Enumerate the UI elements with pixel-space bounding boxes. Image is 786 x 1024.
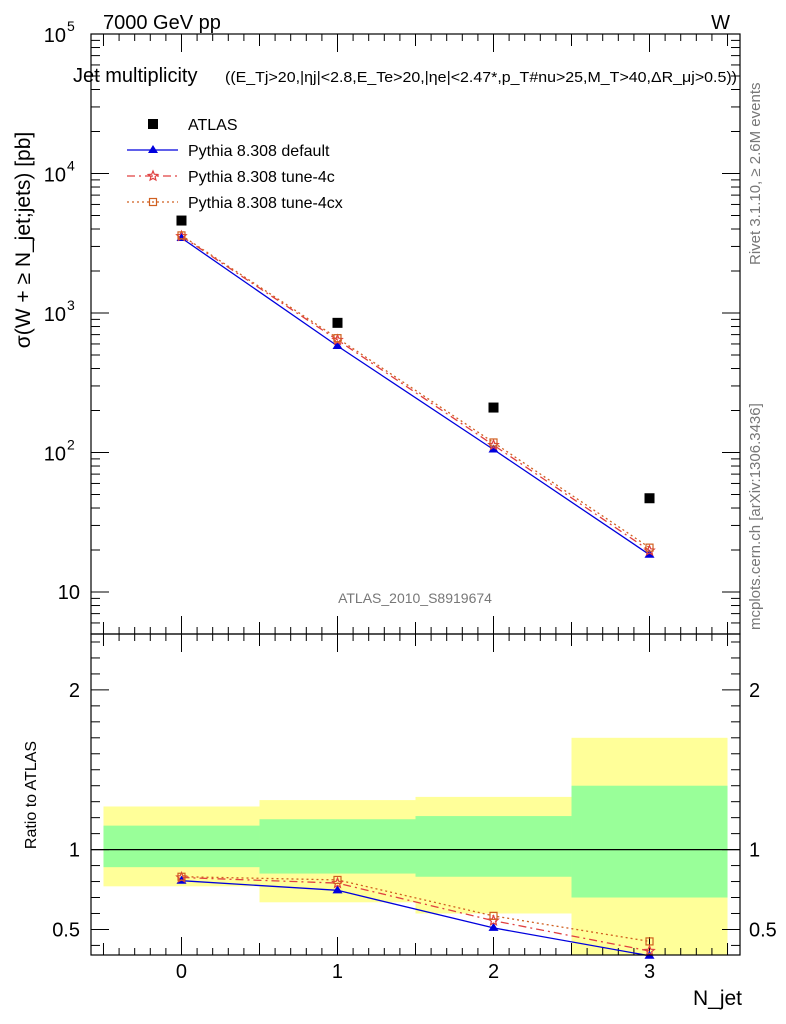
main-point-3-0 [177, 231, 186, 240]
main-y-axis-title: σ(W + ≥ N_jet;jets) [pb] [12, 132, 35, 348]
main-point-0-1 [332, 317, 343, 328]
y-tick-exponent: 4 [67, 158, 75, 174]
title-cuts: ((E_Tj>20,|ηj|<2.8,E_Te>20,|ηe|<2.47*,p_… [225, 69, 737, 86]
y-tick-label: 10 [44, 304, 66, 326]
x-tick-label: 2 [488, 961, 499, 983]
ratio-point-2-1 [333, 875, 342, 885]
ratio-y-tick-label-left: 1 [69, 840, 80, 862]
main-point-0-3 [644, 493, 655, 504]
legend-label-3: Pythia 8.308 tune-4cx [188, 195, 343, 212]
main-point-3-1 [333, 334, 342, 343]
ratio-y-tick-label-right: 0.5 [749, 919, 777, 941]
main-point-1-3 [644, 549, 655, 558]
ratio-y-tick-label-right: 2 [749, 680, 760, 702]
y-tick-label: 10 [44, 444, 66, 466]
x-tick-label: 3 [644, 961, 655, 983]
y-tick-label: 10 [58, 582, 80, 604]
ratio-series-lines [181, 876, 650, 957]
ratio-line-2 [181, 876, 650, 943]
legend-marker-3 [148, 197, 158, 207]
main-point-3-3 [645, 543, 654, 552]
title-main: Jet multiplicity [73, 65, 197, 87]
legend: ATLAS Pythia 8.308 default Pythia 8.308 tu… [127, 117, 343, 212]
main-point-0-2 [488, 402, 499, 413]
legend-label-2: Pythia 8.308 tune-4c [188, 169, 335, 186]
main-point-0-0 [176, 215, 187, 226]
band-inner-2 [415, 816, 572, 877]
main-point-1-1 [332, 341, 343, 350]
plot-title: Jet multiplicity ((E_Tj>20,|ηj|<2.8,E_Te… [73, 65, 737, 87]
main-line-pythia-8-308-tune-4c [181, 235, 650, 552]
legend-label-0: ATLAS [188, 117, 238, 134]
main-series-markers [175, 215, 656, 558]
ratio-y-tick-label-left: 0.5 [52, 919, 80, 941]
ratio-point-1-3 [643, 944, 656, 957]
main-point-3-2 [489, 438, 498, 447]
y-tick-exponent: 3 [67, 297, 75, 313]
x-axis-title: N_jet [693, 987, 742, 1010]
y-tick-label: 10 [44, 165, 66, 187]
band-inner-0 [103, 825, 260, 868]
ratio-uncertainty-bands [103, 737, 728, 955]
energy-label: 7000 GeV pp [103, 12, 221, 34]
ratio-y-axis-title: Ratio to ATLAS [23, 741, 40, 849]
ratio-axis-ticks: 0.5 0.5 1 1 2 2 0 1 2 3 [52, 634, 777, 983]
legend-label-1: Pythia 8.308 default [188, 143, 330, 160]
main-point-1-2 [488, 444, 499, 453]
ratio-panel: 0.5 0.5 1 1 2 2 0 1 2 3 [52, 633, 777, 983]
main-line-pythia-8-308-default [181, 237, 650, 556]
band-inner-3 [571, 785, 728, 898]
ratio-line-0 [181, 880, 650, 957]
mcplots-label: mcplots.cern.ch [arXiv:1306.3436] [747, 403, 764, 630]
ratio-point-0-2 [488, 922, 499, 931]
legend-marker-2 [146, 169, 160, 182]
rivet-label: Rivet 3.1.10, ≥ 2.6M events [747, 83, 764, 266]
ratio-point-2-3 [645, 937, 654, 946]
ratio-point-2-2 [489, 911, 498, 920]
ratio-frame [90, 633, 741, 956]
y-tick-exponent: 2 [67, 437, 75, 453]
y-tick-exponent: 5 [67, 18, 75, 34]
ratio-y-tick-label-right: 1 [749, 840, 760, 862]
analysis-watermark: ATLAS_2010_S8919674 [338, 590, 492, 606]
legend-marker-0 [148, 119, 158, 129]
band-inner-1 [259, 819, 416, 874]
main-line-pythia-8-308-tune-4cx [181, 234, 650, 549]
legend-marker-1 [148, 145, 158, 153]
y-tick-label: 10 [44, 25, 66, 47]
ratio-point-0-1 [332, 885, 343, 894]
main-series-lines [181, 234, 650, 556]
ratio-point-2-0 [177, 872, 186, 881]
ratio-y-tick-label-left: 2 [69, 680, 80, 702]
process-label: W [711, 12, 730, 34]
x-tick-label: 0 [176, 961, 187, 983]
ratio-line-1 [181, 876, 650, 952]
x-tick-label: 1 [332, 961, 343, 983]
